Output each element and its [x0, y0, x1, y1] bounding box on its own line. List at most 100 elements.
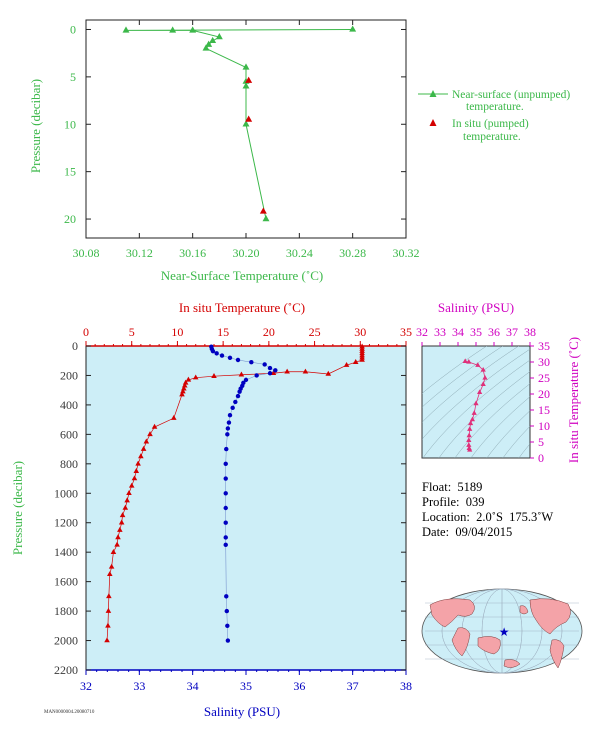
- salinity-point: [225, 623, 230, 629]
- density-contour: [518, 443, 530, 458]
- ts-y-tick-label: 35: [538, 339, 550, 353]
- unpumped-point: [205, 40, 213, 47]
- ts-point: [466, 432, 472, 438]
- temperature-point: [343, 361, 350, 367]
- salinity-point: [235, 357, 241, 363]
- bottom-tick-label: 33: [133, 679, 145, 693]
- top-tick-label: 30: [354, 325, 366, 339]
- salinity-point: [223, 476, 228, 481]
- salinity-point: [227, 355, 233, 360]
- salinity-point: [226, 420, 232, 425]
- temperature-point: [147, 431, 153, 437]
- map-meridian: [441, 588, 563, 674]
- ts-x-tick-label: 38: [524, 325, 536, 339]
- density-contour: [422, 348, 530, 440]
- y-tick-label: 20: [64, 212, 76, 226]
- ts-x-tick-label: 33: [434, 325, 446, 339]
- temperature-point: [110, 548, 117, 554]
- unpumped-point: [242, 120, 250, 127]
- density-contour: [470, 396, 530, 458]
- x-tick-label: 30.12: [126, 246, 153, 260]
- salinity-point: [224, 446, 229, 452]
- salinity-point: [223, 461, 228, 467]
- ts-point: [466, 442, 472, 447]
- unpumped-point: [189, 26, 197, 33]
- unpumped-point: [242, 82, 250, 89]
- density-contour: [502, 425, 530, 458]
- y-tick-label: 1800: [54, 604, 78, 618]
- unpumped-point: [262, 215, 270, 222]
- y-tick-label: 0: [72, 339, 78, 353]
- y-tick-label: 400: [60, 398, 78, 412]
- unpumped-point: [242, 63, 250, 70]
- top-tick-label: 15: [217, 325, 229, 339]
- ts-y-label: In situ Temperature (˚C): [566, 337, 581, 463]
- ts-y-tick-label: 20: [538, 387, 550, 401]
- temperature-point: [170, 414, 177, 420]
- ts-y-tick-label: 0: [538, 451, 544, 465]
- temperature-point: [124, 497, 130, 503]
- top-tick-label: 5: [129, 325, 135, 339]
- x-tick-label: 30.08: [73, 246, 100, 260]
- salinity-point: [235, 393, 241, 399]
- y-tick-label: 600: [60, 427, 78, 441]
- near-surface-plot-area: [85, 19, 407, 239]
- salinity-point: [273, 368, 278, 373]
- y-tick-label: 200: [60, 368, 78, 382]
- ts-y-tick-label: 30: [538, 355, 550, 369]
- legend-label-unpumped: Near-surface (unpumped): [452, 89, 570, 101]
- y-tick-label: 10: [64, 117, 76, 131]
- salinity-point: [223, 520, 228, 525]
- temperature-point: [238, 371, 245, 377]
- map-land: [429, 598, 571, 669]
- salinity-point: [223, 535, 228, 540]
- y-tick-label: 1000: [54, 486, 78, 500]
- temperature-point: [106, 593, 112, 599]
- ts-point: [482, 375, 488, 380]
- x-tick-label: 30.32: [393, 246, 420, 260]
- temperature-point: [126, 490, 132, 496]
- temperature-point: [106, 571, 113, 577]
- y-tick-label: 15: [64, 165, 76, 179]
- y-tick-label: 800: [60, 457, 78, 471]
- bottom-tick-label: 38: [400, 679, 412, 693]
- float-info-float: Float: 5189: [422, 480, 483, 494]
- ts-x-tick-label: 36: [488, 325, 500, 339]
- y-tick-label: 1200: [54, 516, 78, 530]
- temperature-point: [143, 438, 150, 444]
- float-info-location: Location: 2.0˚S 175.3˚W: [422, 510, 554, 524]
- top-tick-label: 0: [83, 325, 89, 339]
- y-tick-label: 5: [70, 70, 76, 84]
- salinity-point: [262, 362, 267, 367]
- y-tick-label: 1600: [54, 575, 78, 589]
- top-tick-label: 20: [263, 325, 275, 339]
- salinity-point: [223, 542, 228, 548]
- temperature-point: [140, 445, 147, 451]
- ts-y-tick-label: 25: [538, 371, 550, 385]
- temperature-point: [179, 391, 185, 397]
- top-tick-label: 35: [400, 325, 412, 339]
- temperature-point: [151, 423, 158, 429]
- profile-y-label: Pressure (decibar): [10, 461, 25, 555]
- temperature-point: [181, 385, 187, 391]
- temperature-point: [302, 368, 309, 374]
- ts-chart: 32 33 34 35 36 37 38 0 5 10 15 20 25 30 35 Salinity (P…: [416, 300, 581, 465]
- temperature-point: [118, 519, 125, 525]
- temperature-point: [180, 388, 186, 394]
- near-surface-chart: 30.08 30.12 30.16 30.20 30.24 30.28 30.32 0 5 10 1…: [28, 19, 570, 283]
- x-tick-label: 30.16: [179, 246, 206, 260]
- density-contour: [422, 346, 488, 394]
- legend-label-unpumped-2: temperature.: [466, 101, 524, 113]
- ts-point: [480, 367, 486, 372]
- ts-point: [480, 381, 486, 387]
- salinity-point: [225, 432, 230, 437]
- salinity-point: [243, 377, 249, 383]
- ts-point: [471, 410, 477, 415]
- bottom-tick-label: 36: [293, 679, 305, 693]
- ts-x-tick-label: 32: [416, 325, 428, 339]
- bottom-tick-label: 34: [187, 679, 199, 693]
- unpumped-point: [169, 26, 177, 33]
- bottom-tick-label: 37: [347, 679, 359, 693]
- temperature-point: [131, 475, 138, 481]
- salinity-point: [214, 351, 219, 356]
